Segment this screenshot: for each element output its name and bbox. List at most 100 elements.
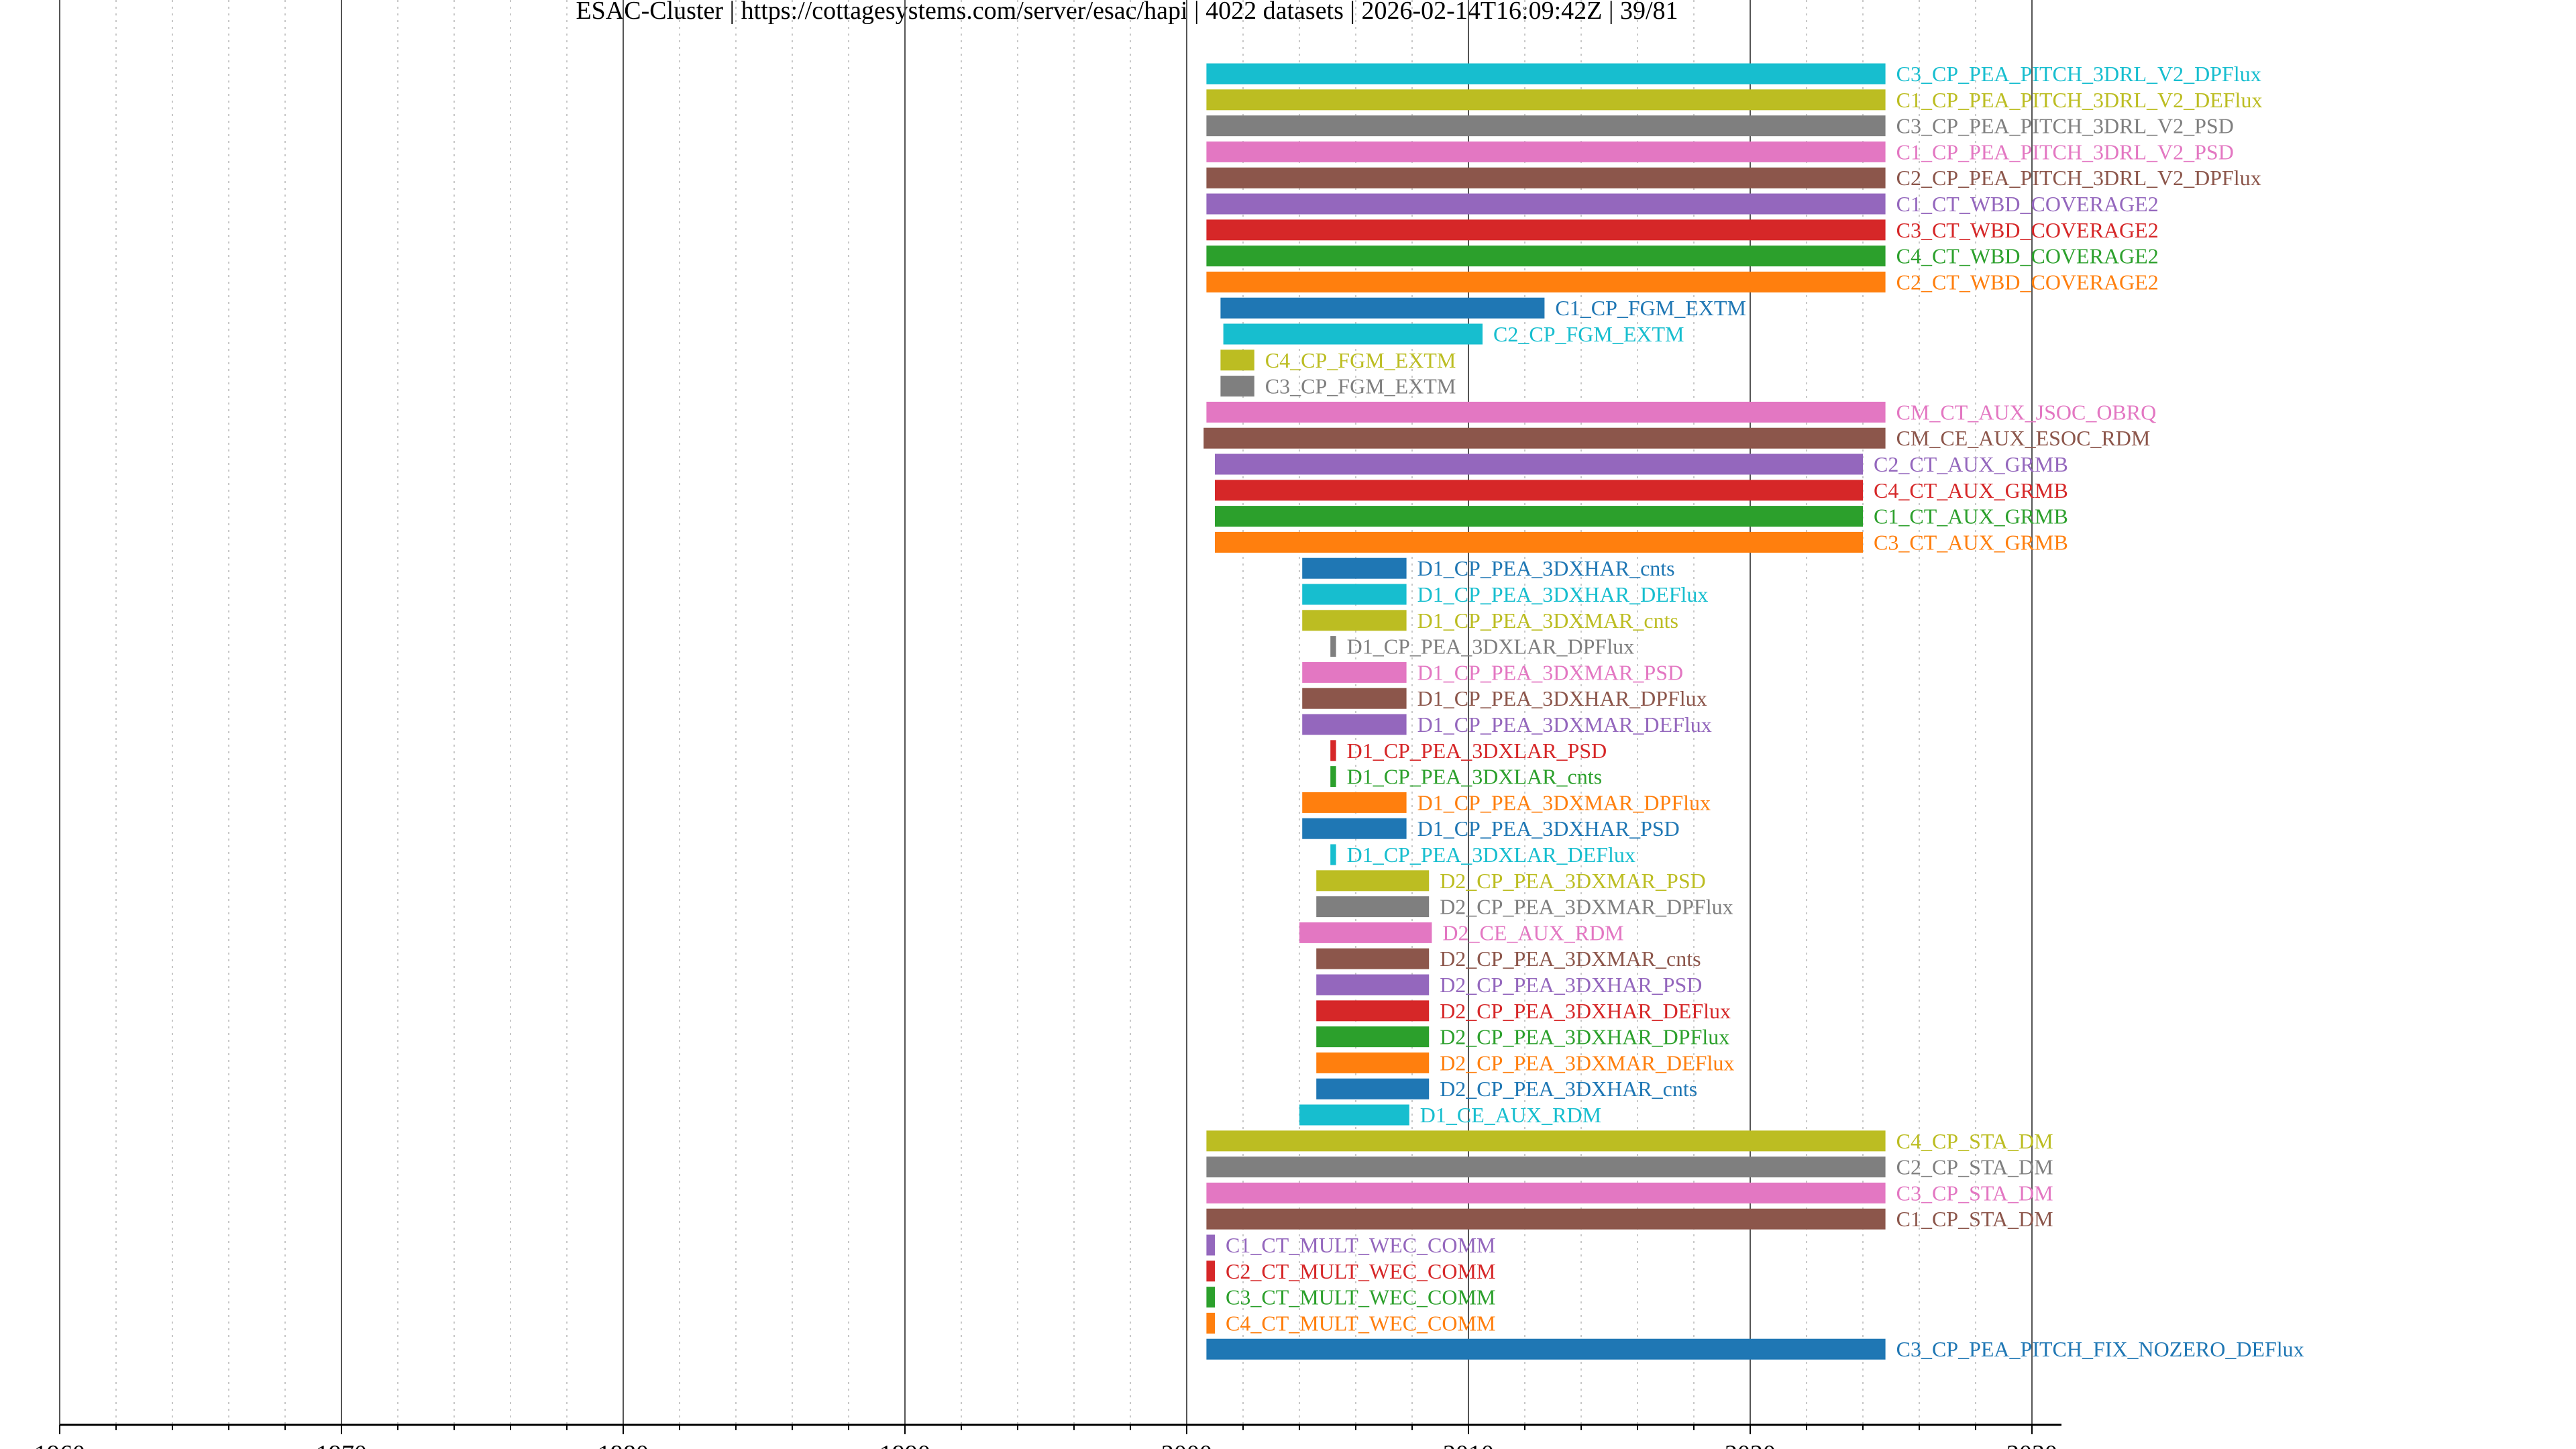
dataset-label: C2_CT_WBD_COVERAGE2: [1896, 270, 2159, 294]
dataset-bar: [1215, 506, 1863, 527]
dataset-label: D2_CP_PEA_3DXMAR_PSD: [1440, 869, 1706, 893]
dataset-label: C2_CT_AUX_GRMB: [1874, 452, 2068, 476]
dataset-bar: [1302, 688, 1407, 709]
dataset-bar: [1316, 1052, 1430, 1073]
chart-title: ESAC-Cluster | https://cottagesystems.co…: [576, 0, 1678, 25]
dataset-bar: [1302, 714, 1407, 735]
dataset-bar: [1206, 1287, 1215, 1308]
dataset-bar: [1316, 974, 1430, 996]
dataset-label: C3_CT_AUX_GRMB: [1874, 530, 2068, 554]
x-tick-label: 2020: [1725, 1440, 1776, 1449]
dataset-label: C3_CP_STA_DM: [1896, 1181, 2053, 1205]
dataset-bar: [1302, 610, 1407, 631]
dataset-bar: [1330, 844, 1336, 865]
dataset-label: C1_CT_WBD_COVERAGE2: [1896, 192, 2159, 216]
dataset-bar: [1206, 401, 1886, 423]
dataset-bar: [1316, 896, 1430, 918]
dataset-bar: [1330, 740, 1336, 761]
dataset-bar: [1206, 271, 1886, 292]
x-tick-label: 1960: [34, 1440, 85, 1449]
dataset-label: C3_CP_PEA_PITCH_3DRL_V2_PSD: [1896, 114, 2234, 138]
dataset-bar: [1206, 1208, 1886, 1230]
x-axis-ticks: 1960 1970 1980 1990 2000 2010 2020 2030: [34, 1425, 2057, 1449]
dataset-label: C4_CT_MULT_WEC_COMM: [1226, 1311, 1495, 1335]
dataset-bar: [1206, 1260, 1215, 1282]
dataset-labels: C3_CP_PEA_PITCH_3DRL_V2_DPFluxC1_CP_PEA_…: [1226, 62, 2304, 1361]
dataset-label: CM_CT_AUX_JSOC_OBRQ: [1896, 400, 2157, 424]
dataset-label: D1_CP_PEA_3DXMAR_PSD: [1417, 660, 1684, 684]
dataset-label: C3_CT_MULT_WEC_COMM: [1226, 1285, 1495, 1309]
dataset-bar: [1316, 948, 1430, 969]
dataset-label: CM_CE_AUX_ESOC_RDM: [1896, 426, 2151, 450]
dataset-label: C3_CT_WBD_COVERAGE2: [1896, 218, 2159, 242]
dataset-bar: [1223, 323, 1483, 345]
dataset-bar: [1330, 766, 1336, 788]
dataset-bar: [1299, 922, 1432, 943]
dataset-label: D2_CP_PEA_3DXMAR_cnts: [1440, 947, 1701, 971]
dataset-label: C4_CP_STA_DM: [1896, 1129, 2053, 1153]
dataset-label: C2_CP_PEA_PITCH_3DRL_V2_DPFlux: [1896, 166, 2261, 190]
dataset-bar: [1206, 246, 1886, 267]
dataset-label: D2_CP_PEA_3DXMAR_DEFlux: [1440, 1051, 1734, 1075]
dataset-bar: [1206, 1338, 1886, 1360]
dataset-label: D2_CE_AUX_RDM: [1442, 920, 1623, 945]
dataset-bar: [1215, 531, 1863, 553]
x-tick-label: 2030: [2006, 1440, 2057, 1449]
dataset-label: D2_CP_PEA_3DXHAR_cnts: [1440, 1077, 1697, 1101]
dataset-label: C2_CT_MULT_WEC_COMM: [1226, 1259, 1495, 1283]
dataset-bar: [1316, 1026, 1430, 1048]
x-tick-label: 1980: [598, 1440, 649, 1449]
dataset-label: D1_CP_PEA_3DXMAR_DPFlux: [1417, 790, 1711, 814]
dataset-label: D2_CP_PEA_3DXHAR_DEFlux: [1440, 999, 1731, 1023]
dataset-label: D2_CP_PEA_3DXHAR_PSD: [1440, 973, 1702, 997]
x-tick-label: 1970: [316, 1440, 367, 1449]
dataset-bar: [1215, 453, 1863, 475]
dataset-label: C1_CT_AUX_GRMB: [1874, 504, 2068, 529]
dataset-label: C1_CP_FGM_EXTM: [1555, 296, 1746, 320]
x-tick-label: 2000: [1161, 1440, 1212, 1449]
dataset-label: C2_CP_FGM_EXTM: [1493, 322, 1684, 346]
dataset-bar: [1206, 1157, 1886, 1178]
dataset-label: D1_CP_PEA_3DXMAR_DEFlux: [1417, 712, 1712, 737]
dataset-bar: [1220, 350, 1254, 371]
dataset-bar: [1302, 661, 1407, 683]
dataset-label: D1_CP_PEA_3DXHAR_DPFlux: [1417, 686, 1707, 710]
dataset-bar: [1206, 193, 1886, 215]
dataset-bar: [1302, 818, 1407, 839]
dataset-bar: [1316, 1000, 1430, 1022]
dataset-label: D1_CP_PEA_3DXLAR_PSD: [1347, 739, 1607, 763]
dataset-label: D1_CE_AUX_RDM: [1420, 1103, 1601, 1127]
dataset-label: C4_CT_AUX_GRMB: [1874, 478, 2068, 502]
dataset-bar: [1316, 1078, 1430, 1099]
dataset-label: D1_CP_PEA_3DXLAR_DPFlux: [1347, 635, 1635, 659]
dataset-label: D1_CP_PEA_3DXMAR_cnts: [1417, 608, 1678, 633]
dataset-label: D1_CP_PEA_3DXLAR_DEFlux: [1347, 843, 1635, 867]
x-tick-label: 1990: [879, 1440, 930, 1449]
dataset-label: D2_CP_PEA_3DXHAR_DPFlux: [1440, 1025, 1729, 1049]
dataset-label: D2_CP_PEA_3DXMAR_DPFlux: [1440, 895, 1733, 919]
dataset-bar: [1206, 141, 1886, 162]
dataset-bar: [1220, 297, 1545, 319]
dataset-label: C1_CP_PEA_PITCH_3DRL_V2_DEFlux: [1896, 88, 2263, 112]
dataset-label: C1_CP_PEA_PITCH_3DRL_V2_PSD: [1896, 140, 2234, 164]
dataset-bar: [1302, 792, 1407, 813]
dataset-label: C1_CP_STA_DM: [1896, 1207, 2053, 1231]
dataset-label: C3_CP_PEA_PITCH_3DRL_V2_DPFlux: [1896, 62, 2261, 86]
dataset-bar: [1215, 480, 1863, 501]
dataset-label: C2_CP_STA_DM: [1896, 1155, 2053, 1179]
dataset-bar: [1302, 557, 1407, 579]
dataset-label: C4_CP_FGM_EXTM: [1265, 348, 1456, 372]
dataset-bar: [1206, 219, 1886, 241]
dataset-bar: [1206, 1234, 1215, 1256]
dataset-bar: [1206, 1312, 1215, 1334]
dataset-bar: [1302, 584, 1407, 605]
dataset-bar: [1206, 115, 1886, 137]
dataset-label: D1_CP_PEA_3DXHAR_PSD: [1417, 816, 1680, 841]
dataset-bar: [1206, 167, 1886, 189]
dataset-bars: [1203, 63, 1886, 1360]
dataset-label: D1_CP_PEA_3DXHAR_DEFlux: [1417, 582, 1709, 606]
dataset-label: D1_CP_PEA_3DXLAR_cnts: [1347, 765, 1602, 789]
dataset-bar: [1316, 870, 1430, 892]
dataset-label: C3_CP_FGM_EXTM: [1265, 374, 1456, 398]
